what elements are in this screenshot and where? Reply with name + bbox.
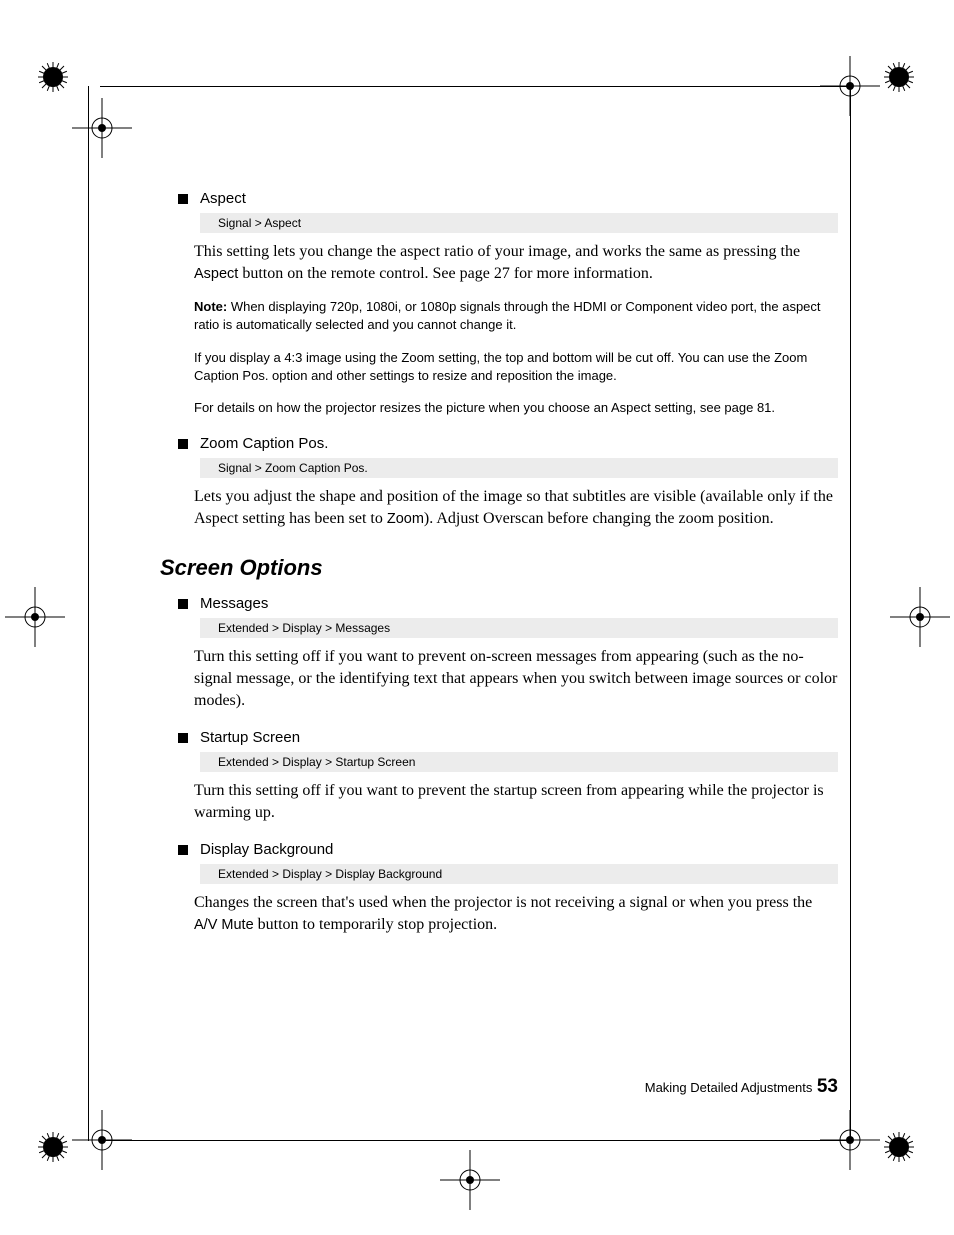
item-zoom-caption: Zoom Caption Pos. Signal > Zoom Caption … <box>178 435 838 529</box>
sub-paragraph: For details on how the projector resizes… <box>194 399 838 417</box>
button-name: Aspect <box>194 266 238 282</box>
crop-mark-icon <box>440 1150 500 1210</box>
item-header-zoom: Zoom Caption Pos. <box>178 435 838 452</box>
crop-line <box>100 86 850 87</box>
text-run: button to temporarily stop projection. <box>254 916 498 933</box>
item-header-messages: Messages <box>178 595 838 612</box>
button-name: Zoom <box>387 511 424 527</box>
body-paragraph: Turn this setting off if you want to pre… <box>194 646 838 711</box>
item-title: Zoom Caption Pos. <box>200 435 328 452</box>
bullet-square-icon <box>178 439 188 449</box>
breadcrumb: Extended > Display > Display Background <box>200 864 838 884</box>
crop-mark-icon <box>5 587 65 647</box>
body-paragraph: Turn this setting off if you want to pre… <box>194 780 838 823</box>
crop-mark-icon <box>72 1110 132 1170</box>
bullet-square-icon <box>178 194 188 204</box>
breadcrumb: Extended > Display > Messages <box>200 618 838 638</box>
item-aspect: Aspect Signal > Aspect This setting lets… <box>178 190 838 417</box>
footer-page-number: 53 <box>817 1076 838 1097</box>
note-label: Note: <box>194 299 227 314</box>
page-footer: Making Detailed Adjustments 53 <box>178 1076 838 1098</box>
crop-mark-icon <box>884 1132 914 1162</box>
bullet-square-icon <box>178 733 188 743</box>
item-title: Startup Screen <box>200 729 300 746</box>
item-title: Display Background <box>200 841 333 858</box>
text-run: ). Adjust Overscan before changing the z… <box>424 510 774 527</box>
bullet-square-icon <box>178 845 188 855</box>
crop-mark-icon <box>820 1110 880 1170</box>
note-paragraph: Note: When displaying 720p, 1080i, or 10… <box>194 298 838 334</box>
content-area: Aspect Signal > Aspect This setting lets… <box>178 190 838 953</box>
crop-mark-icon <box>820 56 880 116</box>
item-title: Messages <box>200 595 268 612</box>
body-paragraph: Changes the screen that's used when the … <box>194 892 838 935</box>
text-run: This setting lets you change the aspect … <box>194 243 800 260</box>
sub-paragraph: If you display a 4:3 image using the Zoo… <box>194 349 838 385</box>
item-messages: Messages Extended > Display > Messages T… <box>178 595 838 711</box>
item-header-startup: Startup Screen <box>178 729 838 746</box>
crop-mark-icon <box>890 587 950 647</box>
item-header-display-bg: Display Background <box>178 841 838 858</box>
item-startup-screen: Startup Screen Extended > Display > Star… <box>178 729 838 823</box>
crop-mark-icon <box>38 62 68 92</box>
item-title: Aspect <box>200 190 246 207</box>
body-paragraph: This setting lets you change the aspect … <box>194 241 838 284</box>
item-display-background: Display Background Extended > Display > … <box>178 841 838 935</box>
text-run: button on the remote control. See page 2… <box>238 265 653 282</box>
footer-section-name: Making Detailed Adjustments <box>645 1080 813 1095</box>
crop-mark-icon <box>72 98 132 158</box>
text-run: Changes the screen that's used when the … <box>194 894 812 911</box>
breadcrumb: Signal > Aspect <box>200 213 838 233</box>
crop-line <box>100 1140 850 1141</box>
crop-line <box>88 86 89 1141</box>
crop-mark-icon <box>38 1132 68 1162</box>
button-name: A/V Mute <box>194 917 254 933</box>
crop-line <box>850 84 851 1142</box>
body-paragraph: Lets you adjust the shape and position o… <box>194 486 838 529</box>
breadcrumb: Signal > Zoom Caption Pos. <box>200 458 838 478</box>
section-title: Screen Options <box>160 555 838 581</box>
crop-mark-icon <box>884 62 914 92</box>
breadcrumb: Extended > Display > Startup Screen <box>200 752 838 772</box>
bullet-square-icon <box>178 599 188 609</box>
item-header-aspect: Aspect <box>178 190 838 207</box>
note-body: When displaying 720p, 1080i, or 1080p si… <box>194 299 821 332</box>
